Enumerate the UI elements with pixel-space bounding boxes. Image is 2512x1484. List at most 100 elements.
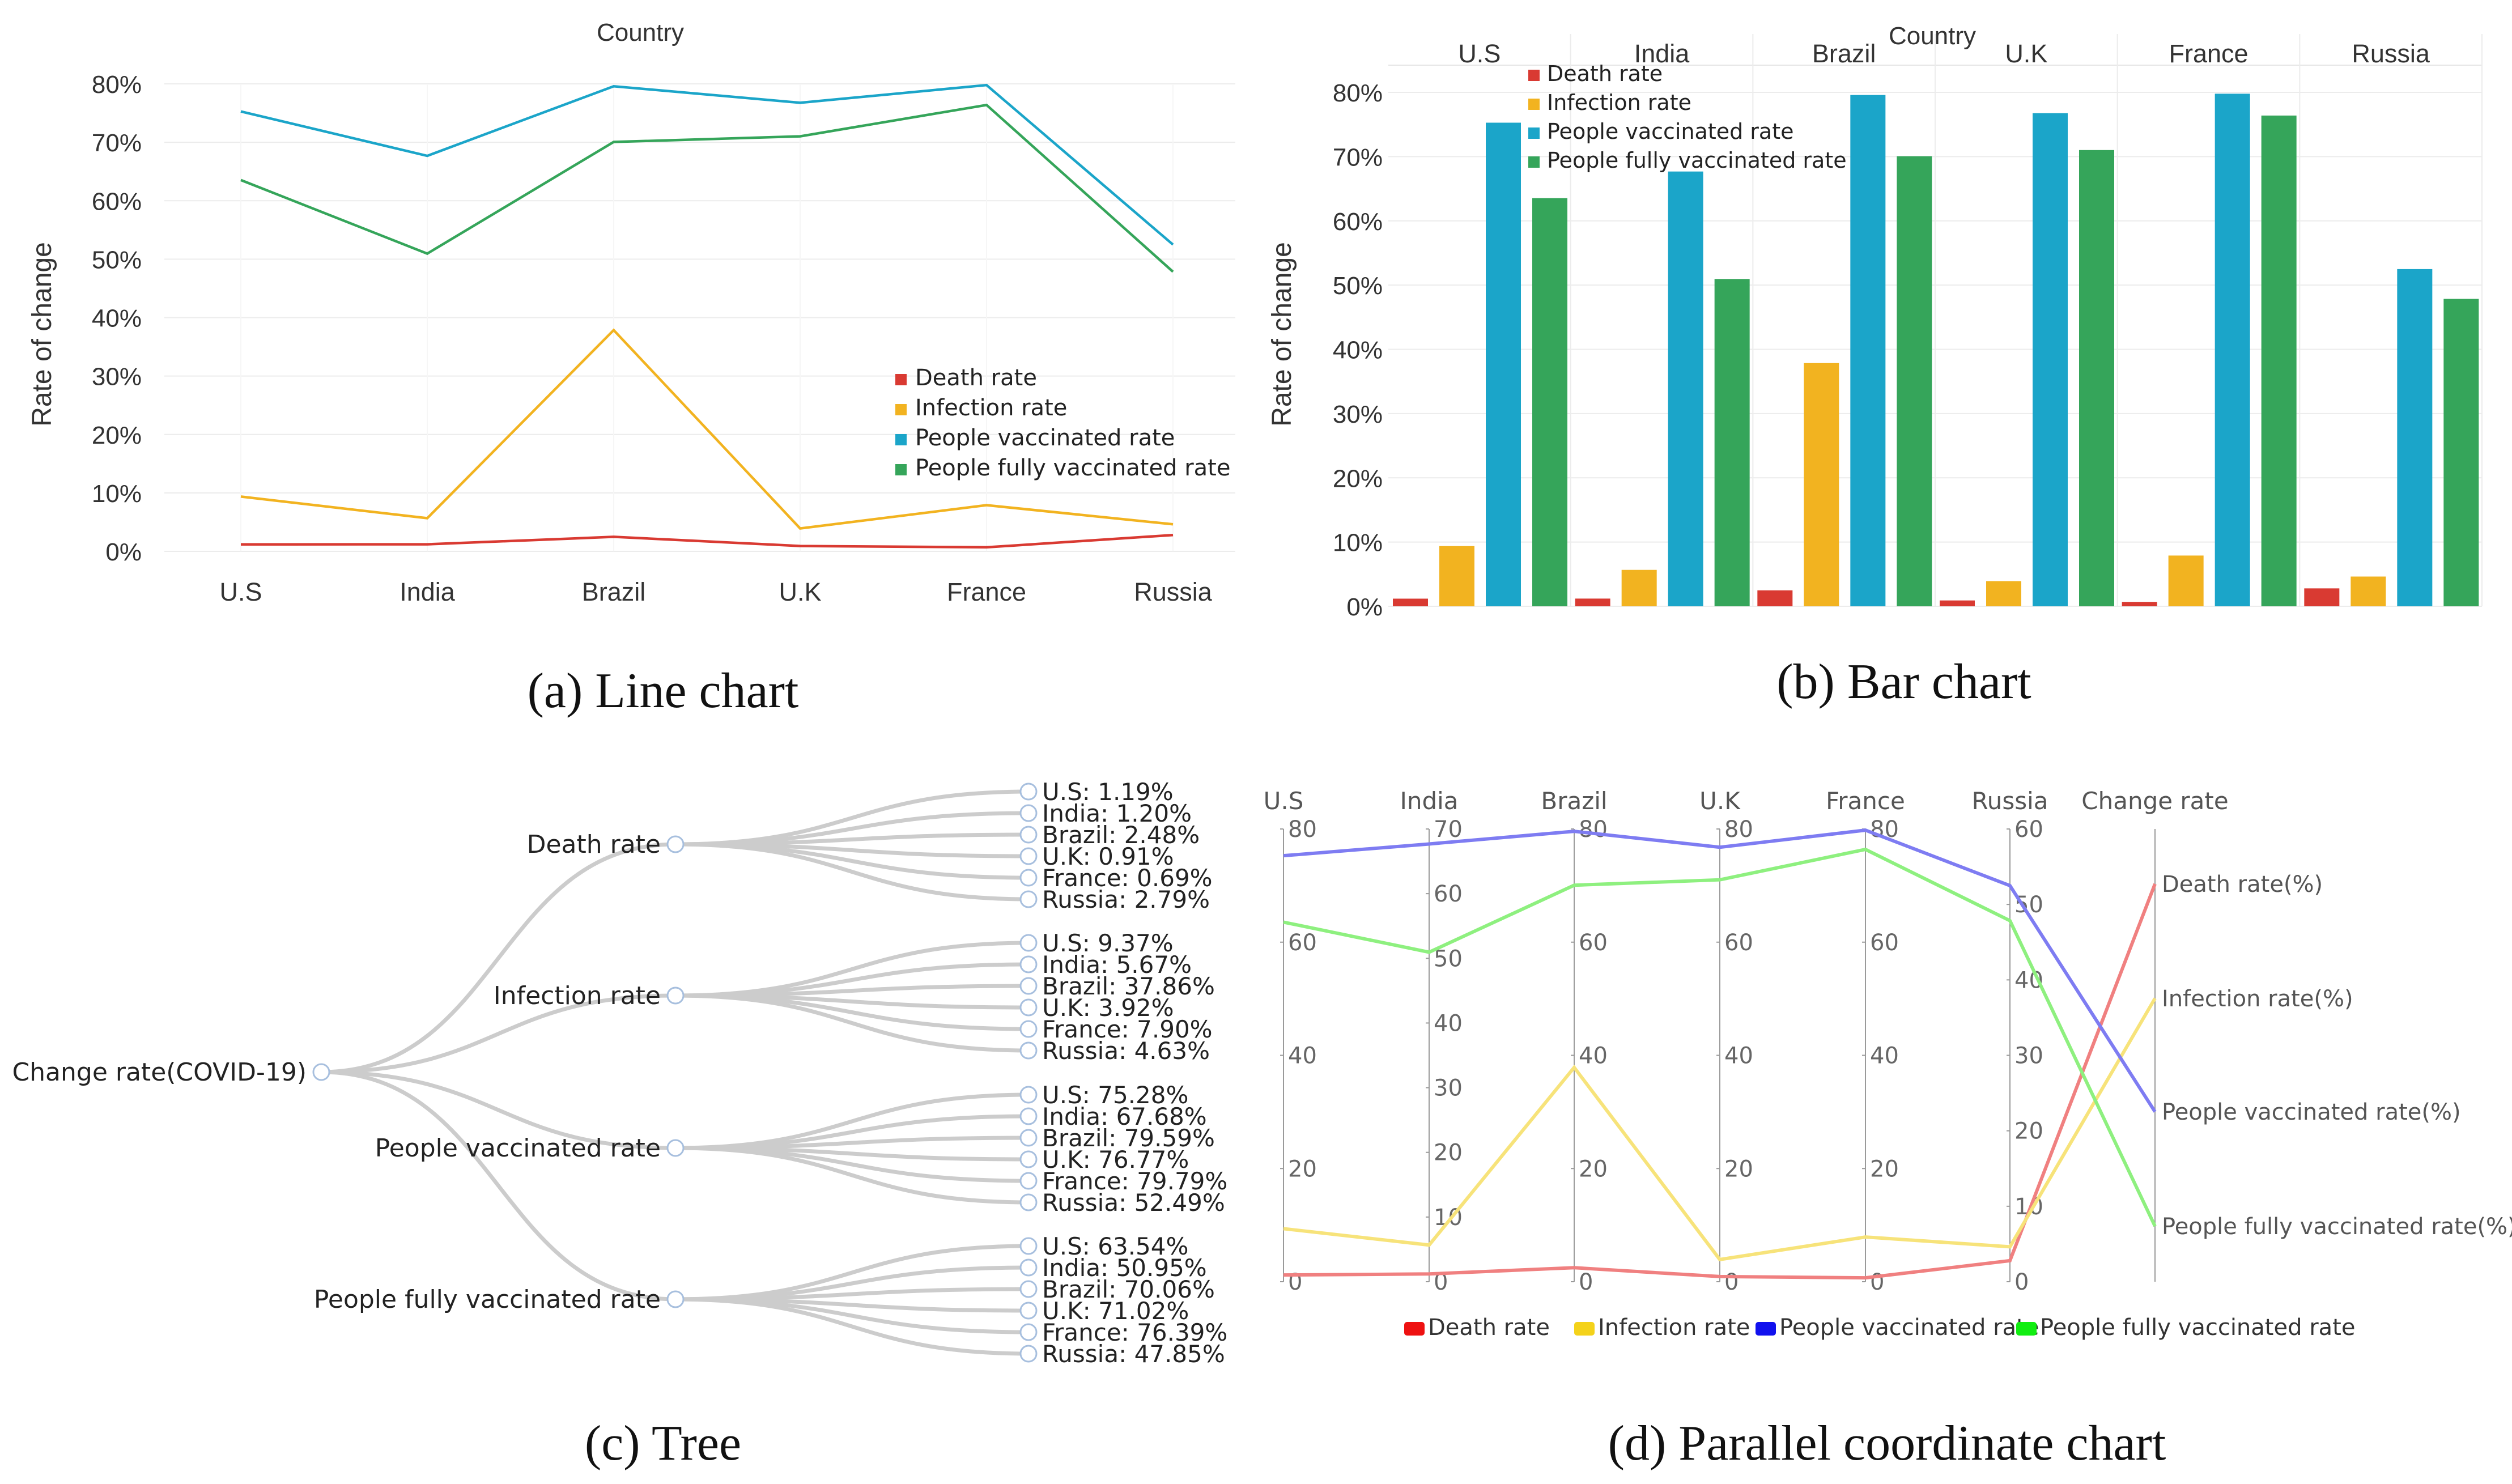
- tree-link: [321, 1070, 676, 1150]
- tree-root-label: Change rate(COVID-19): [12, 1058, 307, 1087]
- legend-swatch-vaccinated: [1528, 127, 1540, 139]
- bar-fully: [2261, 115, 2297, 607]
- axis-tick-label: 50: [1434, 946, 1463, 972]
- legend-label: Infection rate: [1547, 90, 1691, 115]
- tree-branch-node: [666, 1139, 685, 1157]
- y-tick-label: 40%: [92, 305, 142, 333]
- y-tick-label: 0%: [105, 538, 142, 566]
- tree-leaf-label: India: 67.68%: [1042, 1103, 1207, 1130]
- legend-label: People vaccinated rate: [1779, 1315, 2039, 1341]
- x-tick-label: Brazil: [582, 577, 646, 606]
- tree-leaf-label: U.S: 63.54%: [1042, 1232, 1188, 1260]
- y-tick-label: 80%: [92, 71, 142, 99]
- y-tick-label: 20%: [92, 422, 142, 449]
- series-line-vaccinated: [240, 83, 1174, 246]
- x-tick-label: Russia: [1134, 577, 1213, 606]
- bar-death: [1575, 598, 1610, 606]
- legend-label: People fully vaccinated rate: [1547, 148, 1847, 173]
- tree-leaf-node: [1019, 1280, 1038, 1298]
- panel-caption: (a) Line chart: [528, 664, 799, 718]
- axis-tick-label: 0: [1870, 1269, 1884, 1295]
- bar-infection: [1986, 581, 2021, 606]
- chart-title: Country: [1889, 22, 1976, 50]
- series-line-vaccinated: [1283, 828, 2157, 1113]
- axis-tick-label: 20: [2014, 1119, 2043, 1145]
- y-tick-label: 40%: [1333, 337, 1383, 364]
- legend-label: Death rate: [1428, 1315, 1550, 1341]
- axis-tick-label: 60: [1870, 930, 1899, 956]
- y-tick-label: 60%: [1333, 208, 1383, 236]
- tree-branch-label: Death rate: [527, 830, 661, 859]
- series-line-fully: [1283, 847, 2157, 1227]
- axis-title: Brazil: [1541, 787, 1607, 815]
- tree-leaf-label: India: 50.95%: [1042, 1254, 1207, 1282]
- tree-leaf-node: [1019, 1193, 1038, 1211]
- legend-label: People vaccinated rate: [1547, 119, 1793, 144]
- tree-leaf-node: [1019, 1302, 1038, 1320]
- group-header: Brazil: [1812, 39, 1876, 68]
- series-line-infection: [1283, 997, 2157, 1262]
- axis-title: France: [1826, 787, 1905, 815]
- x-tick-label: U.S: [219, 577, 262, 606]
- group-header: France: [2169, 39, 2248, 68]
- axis-tick-label: 40: [1579, 1043, 1608, 1069]
- tree-leaf-node: [1019, 1323, 1038, 1341]
- tree-leaf-node: [1019, 847, 1038, 865]
- legend-swatch-death: [1528, 70, 1540, 81]
- axis-tick-label: 20: [1288, 1156, 1317, 1182]
- tree-leaf-label: U.K: 76.77%: [1042, 1146, 1189, 1173]
- legend-swatch-death: [1404, 1322, 1425, 1336]
- tree-leaf-node: [1019, 869, 1038, 887]
- bar-death: [1757, 590, 1793, 606]
- tree-leaf-label: Brazil: 70.06%: [1042, 1275, 1215, 1303]
- axis-tick-label: 40: [1288, 1043, 1317, 1069]
- tree-leaf-node: [1019, 826, 1038, 844]
- category-label: People fully vaccinated rate(%): [2162, 1214, 2512, 1240]
- bar-vaccinated: [2215, 93, 2250, 607]
- axis-tick-label: 70: [1434, 817, 1463, 843]
- axis-tick-label: 0: [2014, 1269, 2029, 1295]
- tree-leaf-node: [1019, 1129, 1038, 1147]
- tree-branch-node: [666, 835, 685, 853]
- axis-title: U.S: [1264, 787, 1304, 815]
- bar-vaccinated: [1486, 122, 1521, 606]
- tree-leaf-node: [1019, 1345, 1038, 1363]
- y-tick-label: 80%: [1333, 79, 1383, 107]
- tree-leaf-label: India: 5.67%: [1042, 951, 1192, 979]
- y-tick-label: 30%: [92, 363, 142, 391]
- legend-label: People vaccinated rate: [915, 425, 1175, 451]
- tree-leaf-node: [1019, 1237, 1038, 1255]
- bar-vaccinated: [1668, 171, 1703, 607]
- axis-tick-label: 30: [2014, 1043, 2043, 1069]
- y-tick-label: 20%: [1333, 465, 1383, 492]
- axis-tick-label: 40: [1870, 1043, 1899, 1069]
- tree-leaf-node: [1019, 955, 1038, 973]
- bar-vaccinated: [1850, 95, 1886, 606]
- axis-tick-label: 0: [1579, 1269, 1593, 1295]
- gridlines: [164, 83, 1235, 552]
- tree-branch-label: Infection rate: [494, 981, 661, 1010]
- parallel-coordinate-panel: U.S020406080India010203040506070Brazil02…: [1264, 787, 2512, 1471]
- tree-leaf-label: U.S: 1.19%: [1042, 778, 1174, 806]
- series-line-infection: [240, 328, 1174, 530]
- tree-leaf-label: U.K: 3.92%: [1042, 994, 1174, 1022]
- legend-swatch-vaccinated: [895, 434, 907, 445]
- y-tick-label: 60%: [92, 188, 142, 215]
- legend-swatch-fully: [895, 464, 907, 475]
- tree-leaf-label: Brazil: 37.86%: [1042, 972, 1215, 1000]
- tree-leaf-label: U.K: 0.91%: [1042, 843, 1174, 870]
- series-line-fully: [240, 103, 1174, 273]
- tree-leaf-node: [1019, 1020, 1038, 1038]
- legend-swatch-infection: [1574, 1322, 1595, 1336]
- axis-tick-label: 60: [1724, 930, 1753, 956]
- tree-leaf-node: [1019, 890, 1038, 908]
- axis-tick-label: 60: [2014, 817, 2043, 843]
- tree-leaf-node: [1019, 1258, 1038, 1277]
- tree-leaf-node: [1019, 1086, 1038, 1104]
- tree-links: [321, 789, 1029, 1356]
- category-label: Infection rate(%): [2162, 986, 2353, 1012]
- bar-infection: [2168, 555, 2204, 606]
- group-header: Russia: [2352, 39, 2430, 68]
- y-tick-label: 10%: [1333, 529, 1383, 557]
